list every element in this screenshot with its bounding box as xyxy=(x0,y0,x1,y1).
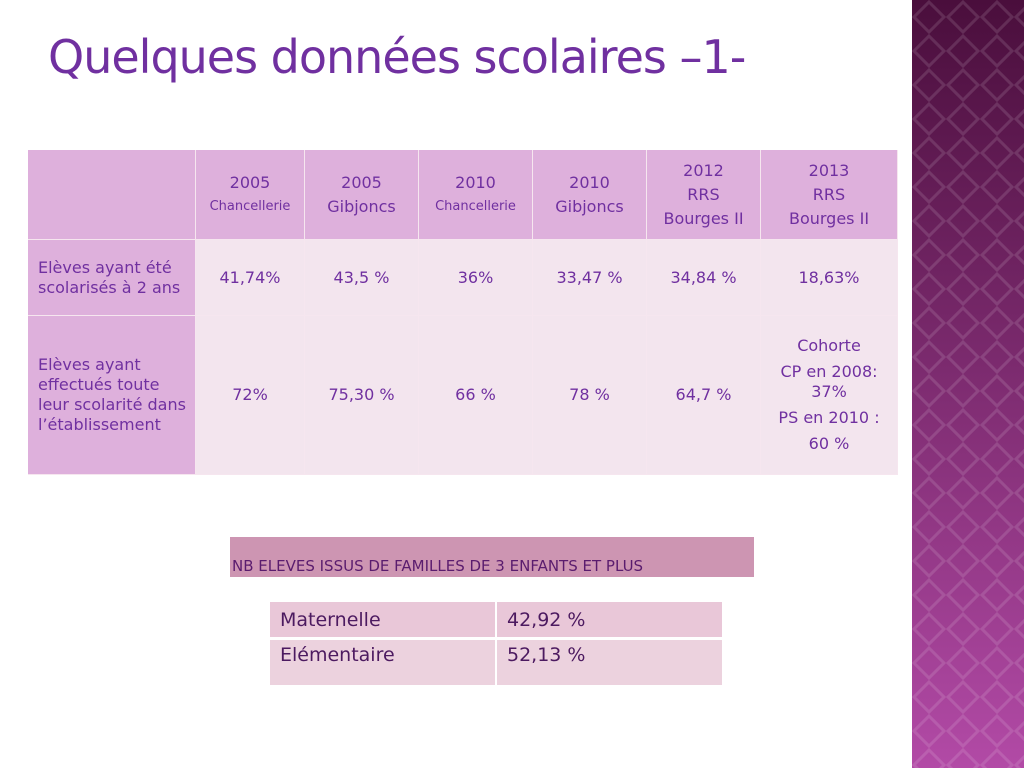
header-text: 2010 xyxy=(455,172,496,192)
summary-text: 42,92 % xyxy=(507,608,586,631)
row-label-text: Elèves ayant été scolarisés à 2 ans xyxy=(38,257,181,297)
header-text: 2013 xyxy=(808,160,850,180)
data-cell: 41,74% xyxy=(196,240,305,316)
header-text: Gibjoncs xyxy=(555,196,624,216)
header-text: 2012 xyxy=(683,160,724,180)
data-cell: 36% xyxy=(419,240,533,316)
header-text: 2005 xyxy=(341,172,382,192)
header-text: Bourges II xyxy=(663,208,744,228)
header-cell: 2005 Chancellerie xyxy=(196,150,305,240)
summary-cell: Maternelle xyxy=(270,602,495,637)
data-cell: 66 % xyxy=(419,316,533,475)
data-cell: 78 % xyxy=(533,316,647,475)
cell-text: Cohorte xyxy=(797,336,861,355)
header-text: RRS xyxy=(812,184,846,204)
cell-text: CP en 2008: 37% xyxy=(780,362,878,401)
cell-text: 18,63% xyxy=(798,267,860,287)
cell-text: 34,84 % xyxy=(670,267,737,287)
cell-text: 60 % xyxy=(808,434,850,453)
summary-cell: 42,92 % xyxy=(497,602,722,637)
cell-text: 66 % xyxy=(455,385,496,404)
cell-text: 41,74% xyxy=(219,267,281,287)
cell-text: 33,47 % xyxy=(556,267,623,287)
header-text: Gibjoncs xyxy=(327,196,396,216)
header-cell: 2010 Chancellerie xyxy=(419,150,533,240)
summary-text: 52,13 % xyxy=(507,644,586,666)
header-text: 2005 xyxy=(229,172,271,192)
row-label: Elèves ayant effectués toute leur scolar… xyxy=(28,316,196,475)
header-text: Chancellerie xyxy=(435,198,516,214)
side-strip xyxy=(912,0,1024,768)
data-cell: 72% xyxy=(196,316,305,475)
summary-text: Elémentaire xyxy=(280,644,395,666)
summary-cell: 52,13 % xyxy=(497,640,722,685)
cell-text: 43,5 % xyxy=(333,267,390,287)
cell-text: 64,7 % xyxy=(675,385,732,404)
header-text: RRS xyxy=(687,184,720,204)
cell-text: 72% xyxy=(232,385,268,404)
cell-text: 75,30 % xyxy=(328,385,395,404)
data-cell: 18,63% xyxy=(761,240,898,316)
data-cell: Cohorte CP en 2008: 37% PS en 2010 : 60 % xyxy=(761,316,898,475)
header-cell: 2012 RRS Bourges II xyxy=(647,150,761,240)
data-cell: 75,30 % xyxy=(305,316,419,475)
data-cell: 34,84 % xyxy=(647,240,761,316)
header-text: 2010 xyxy=(569,172,610,192)
summary-text: Maternelle xyxy=(280,608,381,631)
header-text: Bourges II xyxy=(788,208,870,228)
cell-text: 36% xyxy=(457,267,494,287)
cell-text: 78 % xyxy=(569,385,610,404)
cell-text: PS en 2010 : xyxy=(778,408,880,427)
data-cell: 33,47 % xyxy=(533,240,647,316)
summary-cell: Elémentaire xyxy=(270,640,495,685)
header-corner xyxy=(28,150,196,240)
slide-title: Quelques données scolaires –1- xyxy=(48,30,746,84)
data-cell: 64,7 % xyxy=(647,316,761,475)
banner: NB ELEVES ISSUS DE FAMILLES DE 3 ENFANTS… xyxy=(230,537,754,577)
header-cell: 2010 Gibjoncs xyxy=(533,150,647,240)
row-label-text: Elèves ayant effectués toute leur scolar… xyxy=(38,355,186,434)
header-text: Chancellerie xyxy=(209,198,291,214)
header-cell: 2005 Gibjoncs xyxy=(305,150,419,240)
header-cell: 2013 RRS Bourges II xyxy=(761,150,898,240)
row-label: Elèves ayant été scolarisés à 2 ans xyxy=(28,240,196,316)
data-cell: 43,5 % xyxy=(305,240,419,316)
